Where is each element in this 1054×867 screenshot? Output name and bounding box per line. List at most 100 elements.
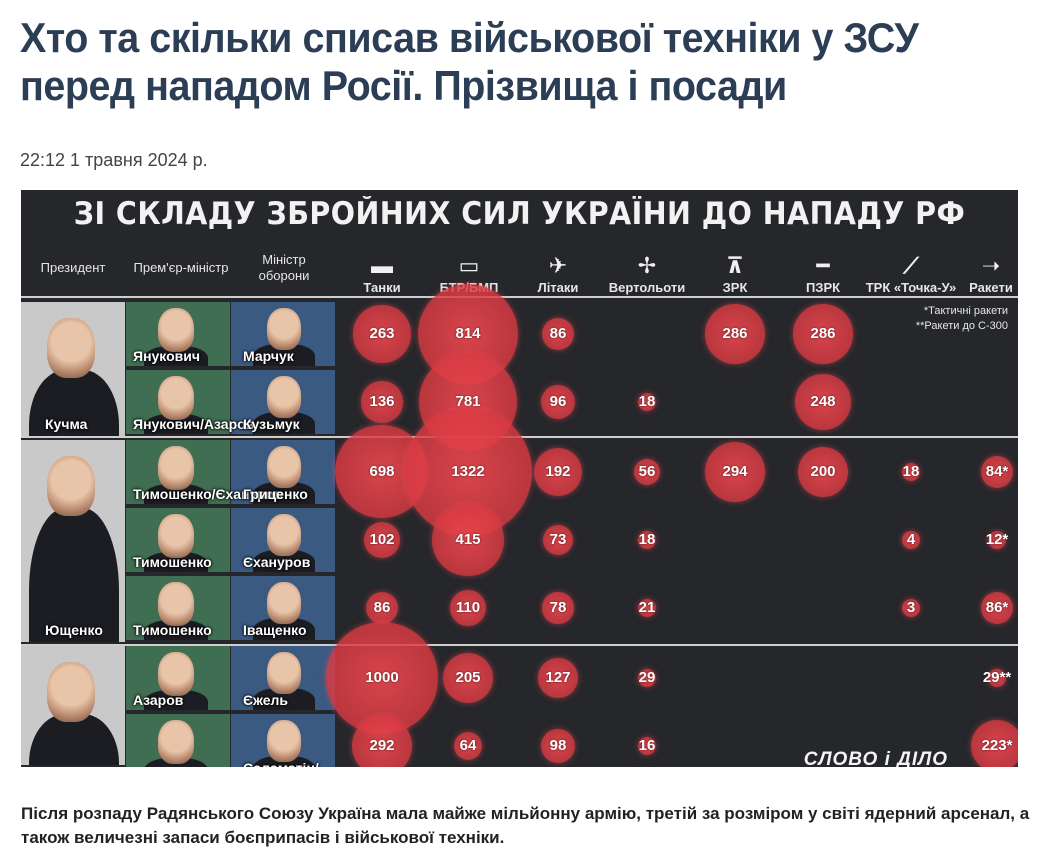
suit-shape xyxy=(253,688,315,710)
value-label: 73 xyxy=(549,531,567,548)
value-label: 12* xyxy=(985,531,1009,548)
value-label: 3 xyxy=(906,599,916,616)
pm-photo xyxy=(126,508,230,572)
value-label: 286 xyxy=(810,325,836,342)
header-trk-label: ТРК «Точка-У» xyxy=(865,280,957,295)
face-shape xyxy=(158,720,194,764)
pm-photo xyxy=(126,576,230,640)
defmin-photo xyxy=(231,302,335,366)
value-label: 86* xyxy=(985,599,1009,616)
value-label: 64 xyxy=(459,737,477,754)
value-label: 200 xyxy=(810,463,836,480)
value-bubble xyxy=(533,447,583,497)
defmin-name: Саламатін/ xyxy=(243,760,319,767)
missile-icon: ➝ xyxy=(981,253,1001,278)
value-label: 286 xyxy=(722,325,748,342)
suit-shape xyxy=(144,346,208,366)
missile-launcher-icon: ⟋ xyxy=(903,253,919,278)
article-headline: Хто та скільки списав військової техніки… xyxy=(20,14,919,109)
value-label: 86 xyxy=(549,325,567,342)
defmin-photo xyxy=(231,714,335,767)
header-heli: ✢ Вертольоти xyxy=(601,240,693,296)
value-label: 294 xyxy=(722,463,748,480)
president-photo xyxy=(21,440,125,642)
value-label: 192 xyxy=(545,463,571,480)
value-label: 781 xyxy=(455,393,481,410)
article-date: 22:12 1 травня 2024 р. xyxy=(20,150,208,170)
value-label: 136 xyxy=(369,393,395,410)
value-bubble xyxy=(902,599,920,617)
face-shape xyxy=(158,376,194,420)
value-label: 1000 xyxy=(365,669,399,686)
value-bubble xyxy=(442,652,494,704)
note-tactical: *Тактичні ракети xyxy=(923,305,1008,317)
suit-shape xyxy=(144,414,208,434)
value-bubble xyxy=(453,731,483,761)
suit-shape xyxy=(29,508,119,642)
value-label: 110 xyxy=(455,599,481,616)
value-label: 248 xyxy=(810,393,836,410)
value-bubble xyxy=(326,622,438,734)
value-bubble xyxy=(351,715,413,767)
value-bubble xyxy=(793,304,853,364)
pm-photo xyxy=(126,302,230,366)
pm-photo xyxy=(126,440,230,504)
defmin-photo xyxy=(231,646,335,710)
value-label: 21 xyxy=(638,599,656,616)
face-shape xyxy=(267,582,301,624)
value-label: 223* xyxy=(981,737,1013,754)
face-shape xyxy=(47,662,95,722)
value-label: 18 xyxy=(638,393,656,410)
pm-name: Тимошенко xyxy=(133,622,212,638)
face-shape xyxy=(158,652,194,696)
header-missiles-label: Ракети xyxy=(969,280,1013,295)
infographic-title: ЗІ СКЛАДУ ЗБРОЙНИХ СИЛ УКРАЇНИ ДО НАПАДУ… xyxy=(73,196,966,232)
face-shape xyxy=(267,514,301,556)
suit-shape xyxy=(253,550,315,572)
president-photo xyxy=(21,302,125,436)
value-bubble xyxy=(365,591,399,625)
value-label: 98 xyxy=(549,737,567,754)
tank-icon: ▬ xyxy=(371,253,393,278)
defmin-name: Гриценко xyxy=(243,486,308,502)
apc-icon: ▭ xyxy=(458,253,480,278)
suit-shape xyxy=(144,552,208,572)
suit-shape xyxy=(253,412,315,434)
header-tanks: ▬ Танки xyxy=(347,240,417,296)
value-label: 292 xyxy=(369,737,395,754)
sam-icon: ⊼ xyxy=(726,253,744,278)
value-label: 1322 xyxy=(451,463,485,480)
header-sam-label: ЗРК xyxy=(722,280,748,295)
value-label: 96 xyxy=(549,393,567,410)
value-bubble xyxy=(638,599,656,617)
defmin-photo xyxy=(231,576,335,640)
value-bubble xyxy=(637,668,657,688)
value-bubble xyxy=(705,304,765,364)
value-bubble xyxy=(902,531,920,549)
value-label: 29 xyxy=(638,669,656,686)
header-manpads: ━ ПЗРК xyxy=(791,240,855,296)
value-bubble xyxy=(798,447,848,497)
value-bubble xyxy=(449,589,487,627)
value-bubble xyxy=(361,381,403,423)
defmin-name: Кузьмук xyxy=(243,416,300,432)
header-planes: ✈ Літаки xyxy=(523,240,593,296)
value-label: 814 xyxy=(455,325,481,342)
value-label: 415 xyxy=(455,531,481,548)
suit-shape xyxy=(29,370,119,436)
header-planes-label: Літаки xyxy=(537,280,579,295)
value-label: 56 xyxy=(638,463,656,480)
value-label: 16 xyxy=(638,737,656,754)
band-separator xyxy=(21,296,1018,298)
header-tanks-label: Танки xyxy=(363,280,401,295)
band-separator xyxy=(21,644,1018,646)
header-pm: Прем'єр-міністр xyxy=(133,240,229,296)
value-label: 102 xyxy=(369,531,395,548)
value-bubble xyxy=(542,524,574,556)
header-pm-label: Прем'єр-міністр xyxy=(133,260,229,275)
article-lead: Після розпаду Радянського Союзу Україна … xyxy=(21,804,1030,847)
face-shape xyxy=(267,446,301,488)
value-bubble xyxy=(542,592,574,624)
face-shape xyxy=(158,514,194,558)
header-trk: ⟋ ТРК «Точка-У» xyxy=(859,240,963,296)
